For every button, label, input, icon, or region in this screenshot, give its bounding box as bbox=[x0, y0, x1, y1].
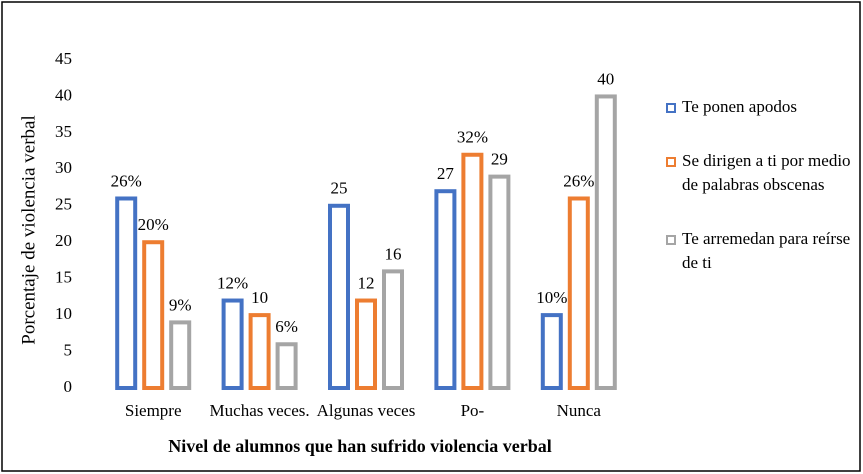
data-label: 10% bbox=[536, 288, 567, 307]
y-tick-label: 45 bbox=[55, 49, 72, 68]
bar bbox=[248, 313, 271, 390]
bar bbox=[221, 298, 244, 390]
legend: Te ponen apodos Se dirigen a ti por medio… bbox=[666, 95, 856, 305]
data-label: 26% bbox=[111, 171, 142, 190]
bar bbox=[355, 298, 377, 390]
x-tick-label: Po- bbox=[461, 401, 485, 420]
y-tick-label: 30 bbox=[55, 158, 72, 177]
data-label: 9% bbox=[169, 295, 192, 314]
bar bbox=[540, 313, 563, 390]
data-label: 20% bbox=[138, 215, 169, 234]
data-label: 16 bbox=[385, 244, 402, 263]
legend-swatch bbox=[666, 157, 676, 167]
x-tick-label: Muchas veces. bbox=[210, 401, 310, 420]
x-tick-label: Siempre bbox=[125, 401, 182, 420]
legend-swatch bbox=[666, 235, 676, 245]
y-tick-label: 10 bbox=[55, 304, 72, 323]
bar bbox=[461, 152, 484, 390]
bar bbox=[382, 269, 404, 390]
bar bbox=[434, 189, 457, 390]
bar bbox=[594, 94, 617, 390]
data-label: 10 bbox=[251, 288, 268, 307]
y-tick-label: 25 bbox=[55, 195, 72, 214]
bar bbox=[328, 203, 350, 390]
data-label: 32% bbox=[457, 128, 488, 147]
data-label: 27 bbox=[437, 164, 455, 183]
y-tick-label: 35 bbox=[55, 122, 72, 141]
x-tick-label: Algunas veces bbox=[317, 401, 416, 420]
legend-label: Se dirigen a ti por medio de palabras ob… bbox=[682, 151, 851, 194]
data-label: 12% bbox=[217, 273, 248, 292]
y-tick-label: 0 bbox=[64, 377, 73, 396]
x-axis-title: Nivel de alumnos que han sufrido violenc… bbox=[168, 436, 552, 456]
bar bbox=[169, 320, 192, 390]
legend-item: Te arremedan para reírse de ti bbox=[666, 227, 856, 275]
y-tick-label: 5 bbox=[64, 340, 73, 359]
y-tick-label: 15 bbox=[55, 268, 72, 287]
legend-label: Te arremedan para reírse de ti bbox=[682, 229, 851, 272]
legend-item: Se dirigen a ti por medio de palabras ob… bbox=[666, 149, 856, 197]
bar bbox=[567, 196, 590, 390]
bar bbox=[115, 196, 138, 390]
y-tick-label: 20 bbox=[55, 231, 72, 250]
data-label: 29 bbox=[491, 150, 508, 169]
data-label: 40 bbox=[597, 69, 614, 88]
data-label: 25 bbox=[331, 179, 348, 198]
x-tick-label: Nunca bbox=[557, 401, 602, 420]
bar bbox=[275, 342, 298, 390]
bar bbox=[488, 174, 511, 390]
data-label: 12 bbox=[358, 273, 375, 292]
y-axis-title: Porcentaje de violencia verbal bbox=[18, 115, 39, 344]
data-label: 26% bbox=[563, 171, 594, 190]
data-label: 6% bbox=[275, 317, 298, 336]
bar bbox=[142, 240, 165, 390]
y-tick-label: 40 bbox=[55, 85, 72, 104]
legend-label: Te ponen apodos bbox=[682, 97, 797, 116]
legend-item: Te ponen apodos bbox=[666, 95, 856, 119]
legend-swatch bbox=[666, 103, 676, 113]
